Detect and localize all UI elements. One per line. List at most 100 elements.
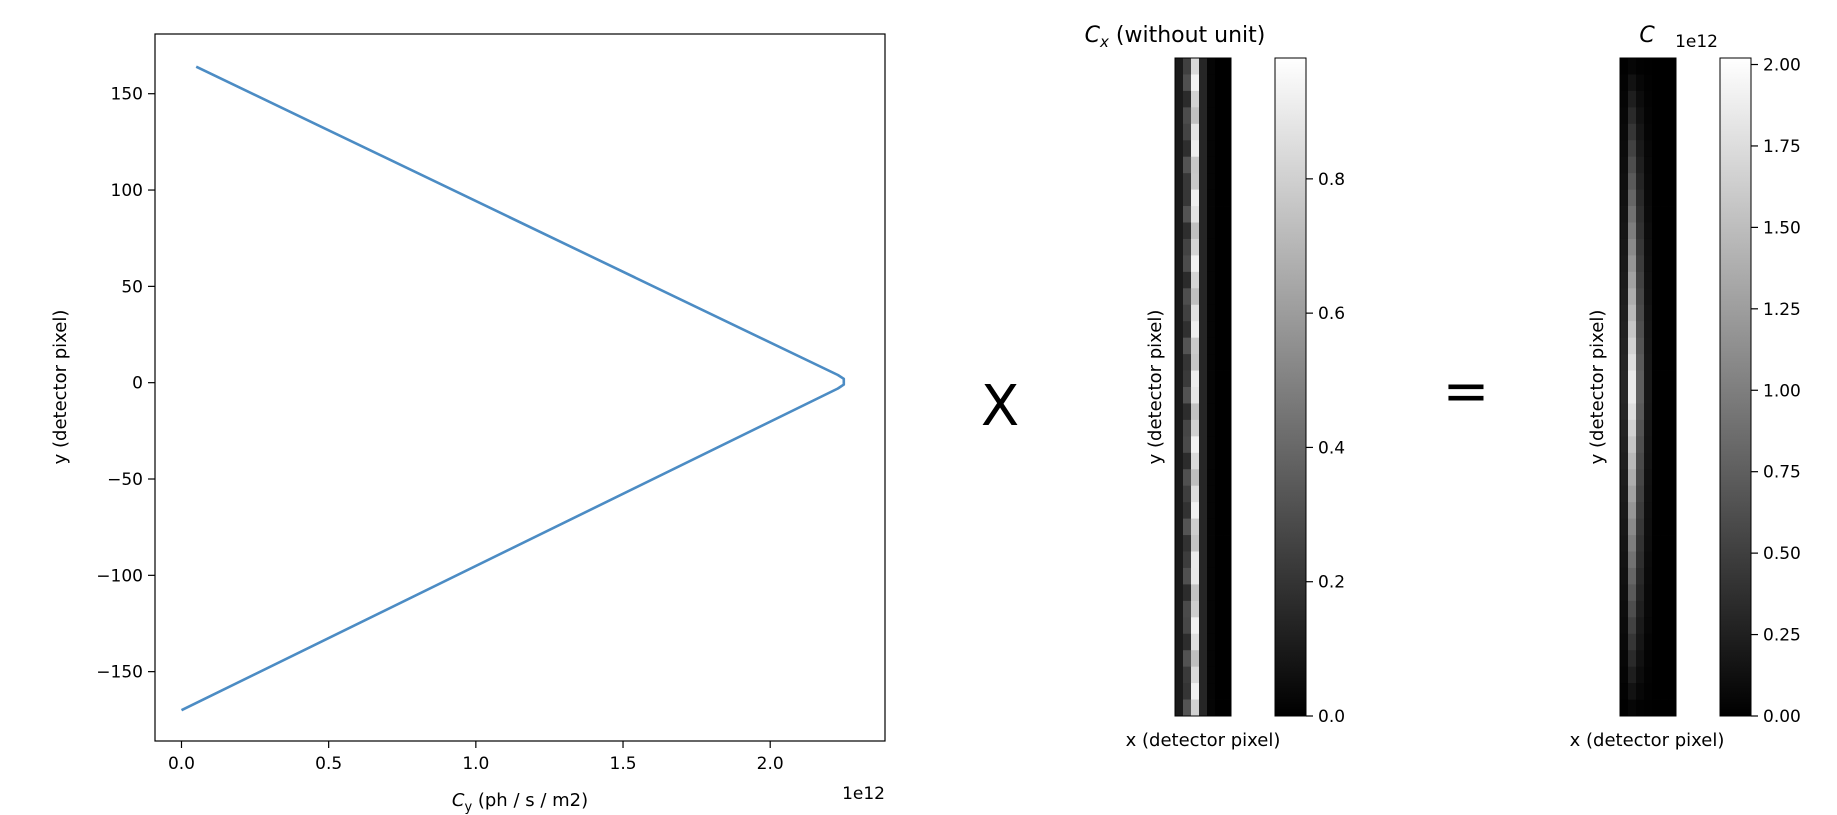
c-colorbar-ticks: 0.00 0.25 0.50 0.75 1.00 1.25 1.50 1.75 2.00 [1751, 56, 1801, 727]
heatmap-cell [1636, 222, 1645, 240]
heatmap-cell [1620, 600, 1629, 618]
heatmap-cell [1652, 370, 1661, 388]
heatmap-cell [1628, 387, 1637, 404]
heatmap-cell [1215, 123, 1224, 141]
heatmap-cell [1660, 123, 1669, 141]
heatmap-cell [1199, 567, 1208, 585]
heatmap-cell [1636, 551, 1645, 569]
heatmap-cell [1660, 387, 1669, 404]
heatmap-cell [1199, 222, 1208, 240]
heatmap-cell [1620, 502, 1629, 519]
heatmap-cell [1668, 584, 1677, 602]
heatmap-cell [1223, 683, 1232, 700]
heatmap-cell [1223, 469, 1232, 487]
cx-colorbar [1274, 57, 1307, 717]
heatmap-cell [1199, 502, 1208, 519]
heatmap-cell [1215, 156, 1224, 174]
heatmap-cell [1668, 337, 1677, 355]
heatmap-cell [1183, 321, 1192, 339]
heatmap-cell [1660, 107, 1669, 125]
c-colorbar-offset-text: 1e12 [1675, 32, 1718, 52]
heatmap-cell [1223, 403, 1232, 421]
heatmap-cell [1175, 387, 1184, 404]
heatmap-cell [1636, 600, 1645, 618]
heatmap-cell [1223, 222, 1232, 240]
heatmap-cell [1668, 271, 1677, 289]
heatmap-cell [1644, 419, 1653, 437]
heatmap-cell [1183, 238, 1192, 256]
c-heatmap-frame [1619, 57, 1677, 717]
c-heatmap-y-label: y (detector pixel) [1587, 310, 1608, 465]
heatmap-cell [1191, 238, 1200, 256]
heatmap-cell [1620, 567, 1629, 585]
heatmap-cell [1636, 123, 1645, 141]
heatmap-cell [1636, 189, 1645, 207]
heatmap-cell [1628, 206, 1637, 223]
heatmap-cell [1668, 535, 1677, 552]
heatmap-cell [1636, 699, 1645, 717]
heatmap-cell [1668, 189, 1677, 207]
heatmap-cell [1620, 140, 1629, 158]
heatmap-cell [1620, 337, 1629, 355]
heatmap-cell [1199, 271, 1208, 289]
heatmap-cell [1207, 173, 1216, 190]
heatmap-cell [1191, 189, 1200, 207]
heatmap-cell [1215, 140, 1224, 158]
heatmap-cell [1628, 584, 1637, 602]
heatmap-cell [1207, 584, 1216, 602]
heatmap-cell [1183, 206, 1192, 223]
heatmap-cell [1175, 370, 1184, 388]
line-chart-y-ticks: 150 100 50 0 −50 −100 −150 [96, 85, 155, 683]
heatmap-cell [1644, 502, 1653, 519]
heatmap-cell [1668, 304, 1677, 322]
heatmap-cell [1660, 518, 1669, 536]
heatmap-cell [1620, 436, 1629, 454]
heatmap-cell [1628, 288, 1637, 306]
heatmap-cell [1652, 156, 1661, 174]
heatmap-cell [1652, 567, 1661, 585]
heatmap-cell [1628, 337, 1637, 355]
heatmap-cell [1668, 255, 1677, 273]
heatmap-cell [1223, 419, 1232, 437]
heatmap-cell [1668, 123, 1677, 141]
heatmap-cell [1191, 337, 1200, 355]
heatmap-cell [1644, 617, 1653, 635]
heatmap-cell [1668, 288, 1677, 306]
heatmap-cell [1636, 107, 1645, 125]
heatmap-cell [1175, 58, 1184, 75]
heatmap-cell [1191, 650, 1200, 668]
heatmap-cell [1620, 321, 1629, 339]
cx-heatmap-x-label: x (detector pixel) [1126, 730, 1281, 751]
heatmap-cell [1207, 666, 1216, 684]
heatmap-cell [1620, 238, 1629, 256]
heatmap-cell [1660, 321, 1669, 339]
heatmap-cell [1215, 469, 1224, 487]
heatmap-cell [1183, 650, 1192, 668]
heatmap-cell [1660, 370, 1669, 388]
heatmap-cell [1215, 436, 1224, 454]
heatmap-cell [1644, 173, 1653, 190]
heatmap-cell [1660, 206, 1669, 223]
x-tick-label: 1.0 [462, 754, 489, 774]
heatmap-cell [1636, 74, 1645, 92]
multiply-operator: X [981, 374, 1019, 439]
heatmap-cell [1223, 452, 1232, 470]
heatmap-cell [1207, 617, 1216, 635]
heatmap-cell [1636, 452, 1645, 470]
heatmap-cell [1183, 518, 1192, 536]
heatmap-cell [1628, 617, 1637, 635]
heatmap-cell [1191, 387, 1200, 404]
heatmap-cell [1620, 518, 1629, 536]
heatmap-cell [1183, 140, 1192, 158]
heatmap-cell [1183, 600, 1192, 618]
heatmap-cell [1175, 617, 1184, 635]
heatmap-cell [1652, 271, 1661, 289]
heatmap-cell [1215, 90, 1224, 108]
heatmap-cell [1175, 485, 1184, 503]
heatmap-cell [1199, 140, 1208, 158]
heatmap-cell [1636, 288, 1645, 306]
cx-heatmap-panel: Cx (without unit) x (detector pixel) y (… [1085, 23, 1345, 751]
heatmap-cell [1628, 107, 1637, 125]
heatmap-cell [1199, 469, 1208, 487]
heatmap-cell [1652, 206, 1661, 223]
